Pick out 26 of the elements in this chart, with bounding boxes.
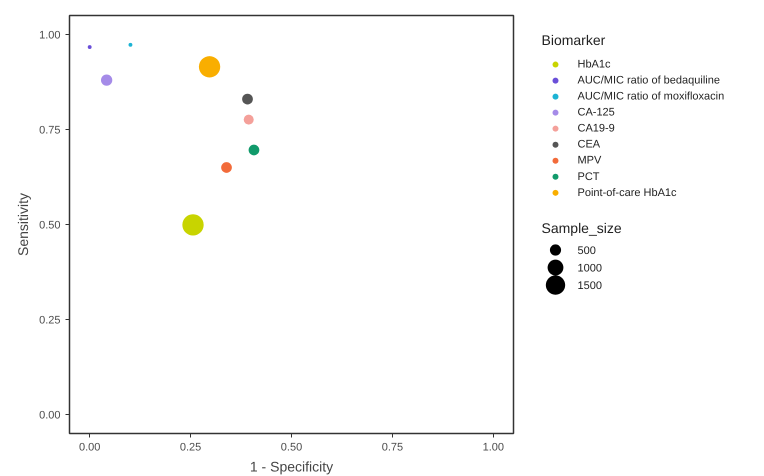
legend-label: Point-of-care HbA1c [578,186,678,199]
x-axis-title: 1 - Specificity [250,458,334,474]
legend-label: CA19-9 [578,122,615,135]
legend-label: PCT [578,170,600,183]
legend-label: 1000 [578,262,602,275]
legend-label: 500 [578,245,596,258]
y-axis-title: Sensitivity [15,192,32,256]
y-tick-label: 0.75 [39,124,61,136]
y-tick-label: 1.00 [39,30,61,42]
y-tick-label: 0.00 [39,410,61,422]
x-tick-label: 0.25 [180,442,202,454]
y-tick-label: 0.25 [39,314,61,326]
x-tick-label: 0.50 [280,442,302,454]
x-tick-label: 0.00 [78,442,100,454]
legend-label: CA-125 [578,106,615,119]
legend-label: CEA [578,138,601,151]
legend-label: 1500 [578,280,602,292]
x-tick-label: 1.00 [482,442,504,454]
x-tick-label: 0.75 [382,442,404,454]
legend-label: MPV [578,154,602,167]
text: Sample_size [542,220,622,236]
legend-label: HbA1c [578,58,612,71]
y-tick-label: 0.50 [39,220,61,232]
legend-title: Biomarker [542,32,606,48]
legend-label: AUC/MIC ratio of moxifloxacin [578,90,724,103]
legend-label: AUC/MIC ratio of bedaquiline [578,74,720,87]
